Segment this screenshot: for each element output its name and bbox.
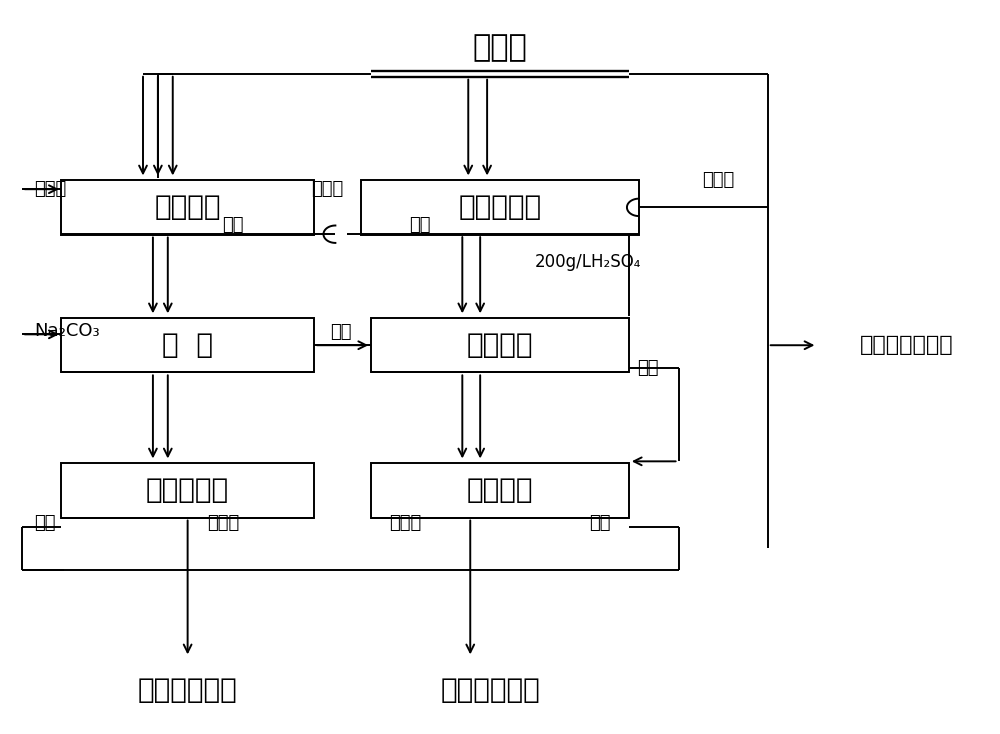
Text: 200g/LH₂SO₄: 200g/LH₂SO₄ [535,252,641,271]
Bar [371,318,629,372]
Text: 去铀沉淀系统: 去铀沉淀系统 [138,676,238,704]
Text: 去钼沉淀系统: 去钼沉淀系统 [440,676,540,704]
Text: 贫有: 贫有 [589,514,611,532]
Text: 酸化水: 酸化水 [34,181,66,198]
Text: Na₂CO₃: Na₂CO₃ [34,321,100,340]
Text: 合格液: 合格液 [207,514,240,532]
Text: 铀再反萃取: 铀再反萃取 [146,476,229,504]
Text: 萃原液: 萃原液 [473,33,527,62]
Bar [371,463,629,517]
Text: 饱有: 饱有 [409,217,430,234]
Text: 返回浸出或处理: 返回浸出或处理 [860,335,953,355]
Bar [361,180,639,235]
Text: 洗  涤: 洗 涤 [162,331,213,359]
Text: 反萃取钼: 反萃取钼 [467,476,533,504]
Text: 合格液: 合格液 [389,514,421,532]
Text: 洗液: 洗液 [331,323,352,341]
Text: 铀再萃取: 铀再萃取 [154,193,221,222]
Text: 萃余水: 萃余水 [702,171,734,189]
Text: 反萃取铀: 反萃取铀 [467,331,533,359]
Text: 饱有: 饱有 [222,217,244,234]
Text: 铀萃余: 铀萃余 [311,181,344,198]
Bar [61,463,314,517]
Bar [61,180,314,235]
Text: 氨水: 氨水 [637,360,658,377]
Text: 共萃取铀钼: 共萃取铀钼 [458,193,542,222]
Text: 贫有: 贫有 [34,514,55,532]
Bar [61,318,314,372]
